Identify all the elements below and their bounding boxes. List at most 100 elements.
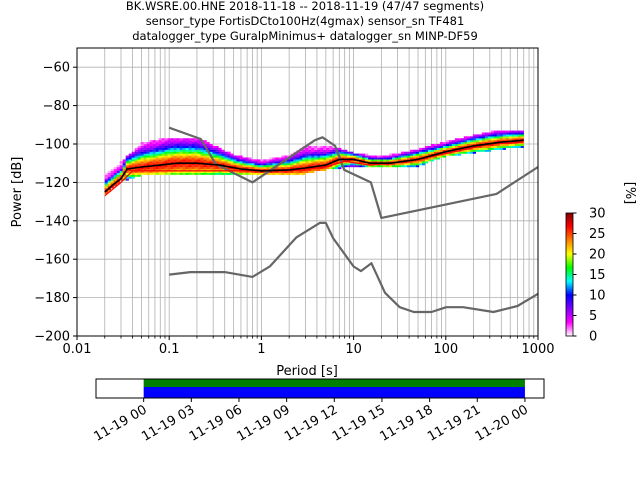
heatmap-cell [140, 172, 144, 175]
heatmap-cell [155, 161, 159, 164]
heatmap-cell [323, 161, 327, 164]
heatmap-cell [170, 145, 174, 148]
heatmap-cell [407, 161, 411, 164]
heatmap-cell [143, 144, 147, 147]
heatmap-cell [415, 155, 420, 158]
heatmap-cell [314, 161, 318, 164]
heatmap-cell [233, 161, 237, 164]
heatmap-cell [320, 149, 324, 152]
heatmap-cell [182, 142, 186, 145]
heatmap-cell [475, 136, 480, 139]
heatmap-cell [502, 132, 506, 135]
heatmap-cell [484, 149, 489, 152]
heatmap-cell [143, 145, 147, 148]
heatmap-cell [134, 172, 138, 175]
heatmap-cell [430, 145, 435, 148]
heatmap-cell [281, 165, 285, 168]
heatmap-cell [230, 163, 234, 166]
heatmap-cell [514, 130, 518, 133]
heatmap-cell [389, 153, 393, 156]
heatmap-cell [299, 172, 303, 175]
heatmap-cell [430, 151, 435, 154]
heatmap-cell [176, 163, 180, 166]
heatmap-cell [239, 159, 243, 162]
heatmap-cell [272, 165, 276, 168]
heatmap-cell [389, 157, 393, 160]
heatmap-cell [505, 145, 509, 148]
heatmap-cell [362, 159, 366, 162]
heatmap-cell [215, 151, 219, 154]
heatmap-cell [155, 144, 159, 147]
heatmap-cell [374, 157, 378, 160]
heatmap-cell [152, 159, 156, 162]
heatmap-cell [326, 153, 330, 156]
heatmap-cell [311, 155, 315, 158]
heatmap-cell [110, 170, 114, 173]
heatmap-cell [194, 145, 198, 148]
heatmap-cell [517, 145, 521, 148]
heatmap-cell [499, 134, 503, 137]
heatmap-cell [173, 153, 177, 156]
heatmap-cell [218, 155, 222, 158]
heatmap-cell [421, 147, 426, 150]
heatmap-cell [248, 161, 252, 164]
heatmap-cell [329, 167, 333, 170]
heatmap-cell [511, 138, 515, 141]
heatmap-cell [472, 149, 477, 152]
heatmap-cell [236, 170, 240, 173]
heatmap-cell [314, 149, 318, 152]
heatmap-cell [239, 163, 243, 166]
heatmap-cell [161, 157, 165, 160]
heatmap-cell [116, 170, 120, 173]
heatmap-cell [170, 161, 174, 164]
heatmap-cell [290, 170, 294, 173]
heatmap-cell [404, 151, 408, 154]
heatmap-cell [167, 140, 171, 143]
heatmap-cell [107, 180, 111, 183]
heatmap-cell [332, 155, 336, 158]
heatmap-cell [224, 155, 228, 158]
heatmap-cell [206, 168, 210, 172]
heatmap-cell [179, 168, 183, 172]
heatmap-cell [248, 172, 252, 175]
heatmap-cell [185, 170, 189, 173]
colorbar-tick-label: 10 [589, 289, 606, 304]
heatmap-cell [284, 170, 288, 173]
heatmap-cell [149, 161, 153, 164]
heatmap-cell [146, 167, 150, 170]
heatmap-cell [218, 157, 222, 160]
heatmap-cell [197, 145, 201, 148]
heatmap-cell [212, 147, 216, 150]
heatmap-cell [463, 144, 468, 147]
heatmap-cell [107, 170, 111, 173]
heatmap-cell [227, 167, 231, 170]
heatmap-cell [463, 140, 468, 143]
heatmap-cell [206, 165, 210, 168]
heatmap-cell [490, 130, 494, 133]
heatmap-cell [158, 168, 162, 172]
heatmap-cell [194, 151, 198, 154]
heatmap-cell [182, 155, 186, 158]
heatmap-cell [386, 163, 390, 166]
heatmap-cell [514, 132, 518, 135]
heatmap-cell [146, 159, 150, 162]
heatmap-cell [251, 170, 255, 173]
heatmap-cell [520, 142, 524, 145]
heatmap-cell [242, 170, 246, 173]
heatmap-cell [401, 151, 405, 154]
heatmap-cell [514, 138, 518, 141]
heatmap-cell [299, 159, 303, 162]
heatmap-cell [221, 172, 225, 175]
heatmap-cell [389, 161, 393, 164]
statistic-curves [104, 139, 524, 197]
heatmap-cell [167, 142, 171, 145]
heatmap-cell [110, 178, 114, 181]
heatmap-cell [263, 165, 267, 168]
heatmap-cell [200, 149, 204, 152]
heatmap-cell [409, 165, 414, 168]
heatmap-cell [212, 165, 216, 168]
heatmap-cell [323, 151, 327, 154]
heatmap-cell [197, 140, 201, 143]
heatmap-cell [149, 144, 153, 147]
heatmap-cell [496, 132, 500, 135]
